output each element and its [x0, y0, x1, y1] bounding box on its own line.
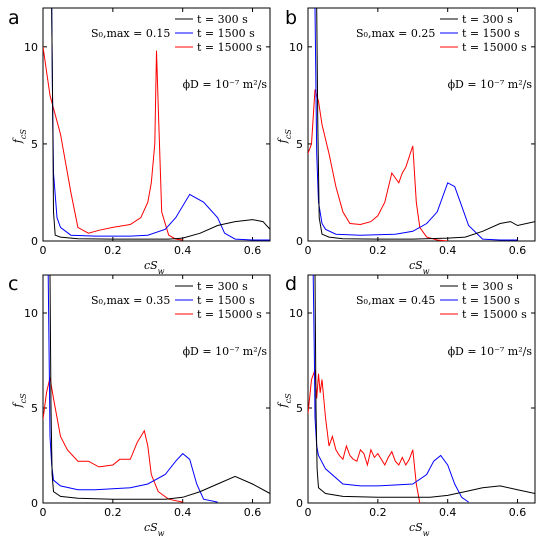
legend-entry: t = 300 s: [197, 280, 248, 293]
series-line-300s: [314, 275, 535, 498]
x-tick-label: 0.4: [174, 244, 192, 257]
y-tick-label: 5: [296, 138, 303, 151]
legend-entry: t = 15000 s: [197, 41, 262, 54]
legend-entry: t = 15000 s: [462, 308, 527, 321]
x-tick-label: 0: [40, 506, 47, 519]
legend-entry: t = 15000 s: [462, 41, 527, 54]
plot-frame: [307, 7, 536, 242]
x-tick-label: 0.6: [509, 506, 527, 519]
plot-frame: [307, 274, 536, 504]
legend-entry: t = 1500 s: [462, 294, 520, 307]
x-tick-label: 0.4: [439, 506, 457, 519]
x-tick-label: 0.6: [244, 244, 262, 257]
x-axis-label: cSw: [144, 521, 165, 538]
diffusion-annotation: ϕD = 10⁻⁷ m²/s: [183, 345, 268, 358]
y-tick-label: 10: [289, 41, 303, 54]
x-tick-label: 0.2: [369, 506, 387, 519]
y-axis-label: fcS: [11, 129, 28, 145]
legend-entry: t = 300 s: [197, 13, 248, 26]
saturation-annotation: S₀,max = 0.35: [91, 294, 170, 307]
x-tick-label: 0: [305, 244, 312, 257]
chart-panel-a: 0 0.2 0.4 0.6 0 5 10 cSw fcS a S₀,max = 0.15 ϕD = 1…: [8, 7, 271, 276]
series-line-15000s: [308, 89, 448, 241]
chart-panel-b: 0 0.2 0.4 0.6 0 5 10 cSw fcS b S₀,max = 0.25 ϕD = 1…: [276, 7, 536, 276]
y-tick-label: 0: [296, 497, 303, 510]
saturation-annotation: S₀,max = 0.45: [356, 294, 435, 307]
x-tick-label: 0: [40, 244, 47, 257]
x-axis-label: cSw: [144, 259, 165, 276]
y-axis-label: fcS: [11, 393, 28, 409]
y-tick-label: 10: [289, 307, 303, 320]
x-axis-label: cSw: [409, 521, 430, 538]
y-tick-label: 5: [31, 138, 38, 151]
series-line-1500s: [312, 275, 469, 503]
x-tick-label: 0.6: [509, 244, 527, 257]
chart-panel-c: 0 0.2 0.4 0.6 0 5 10 cSw fcS c S₀,max = 0.35 ϕD = 1…: [8, 273, 271, 538]
plot-frame: [42, 7, 271, 242]
y-tick-label: 0: [31, 497, 38, 510]
chart-panel-d: 0 0.2 0.4 0.6 0 5 10 cSw fcS d S₀,max = 0.45 ϕD = 1…: [276, 273, 536, 538]
saturation-annotation: S₀,max = 0.25: [356, 27, 435, 40]
panel-label: a: [8, 7, 20, 29]
legend-entry: t = 300 s: [462, 13, 513, 26]
diffusion-annotation: ϕD = 10⁻⁷ m²/s: [448, 345, 533, 358]
legend-entry: t = 1500 s: [197, 294, 255, 307]
legend-entry: t = 15000 s: [197, 308, 262, 321]
x-tick-label: 0.6: [244, 506, 262, 519]
x-tick-label: 0.2: [104, 506, 122, 519]
diffusion-annotation: ϕD = 10⁻⁷ m²/s: [448, 78, 533, 91]
x-axis-label: cSw: [409, 259, 430, 276]
series-line-300s: [51, 8, 270, 240]
panel-label: c: [8, 273, 18, 295]
plot-frame: [42, 274, 271, 504]
x-tick-label: 0.2: [369, 244, 387, 257]
legend-entry: t = 1500 s: [197, 27, 255, 40]
x-tick-label: 0.4: [174, 506, 192, 519]
y-tick-label: 0: [296, 235, 303, 248]
series-line-15000s: [308, 369, 421, 503]
series-line-1500s: [51, 8, 270, 241]
diffusion-annotation: ϕD = 10⁻⁷ m²/s: [183, 78, 268, 91]
y-axis-label: fcS: [276, 393, 293, 409]
y-axis-label: fcS: [276, 129, 293, 145]
x-tick-label: 0.2: [104, 244, 122, 257]
x-tick-label: 0: [305, 506, 312, 519]
y-tick-label: 10: [24, 307, 38, 320]
panel-label: d: [285, 273, 297, 295]
legend-entry: t = 300 s: [462, 280, 513, 293]
series-line-1500s: [47, 275, 218, 503]
y-tick-label: 5: [296, 402, 303, 415]
series-line-15000s: [43, 46, 183, 241]
panel-label: b: [285, 7, 297, 29]
series-line-300s: [316, 8, 535, 240]
y-tick-label: 10: [24, 41, 38, 54]
series-line-15000s: [43, 377, 183, 503]
series-line-300s: [49, 275, 270, 500]
legend-entry: t = 1500 s: [462, 27, 520, 40]
y-tick-label: 5: [31, 402, 38, 415]
x-tick-label: 0.4: [439, 244, 457, 257]
y-tick-label: 0: [31, 235, 38, 248]
saturation-annotation: S₀,max = 0.15: [91, 27, 170, 40]
